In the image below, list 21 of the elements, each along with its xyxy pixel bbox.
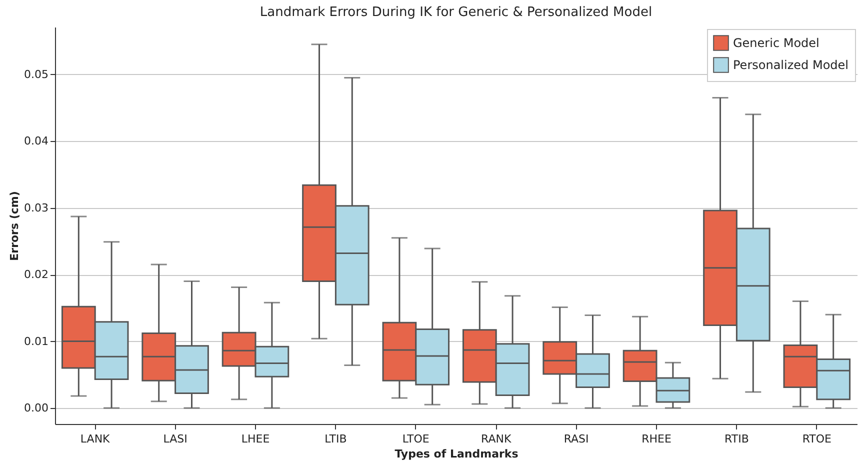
- y-tick-label: 0.05: [24, 68, 48, 81]
- legend-label: Generic Model: [733, 36, 820, 50]
- y-tick-label: 0.04: [24, 134, 48, 148]
- x-tick-label: LTOE: [402, 432, 430, 446]
- x-tick-label: RTOE: [802, 432, 832, 446]
- x-axis-title: Types of Landmarks: [394, 448, 519, 460]
- legend-label: Personalized Model: [733, 58, 848, 72]
- y-axis-title: Errors (cm): [8, 191, 22, 261]
- y-tick-label: 0.01: [24, 334, 48, 348]
- x-tick-label: RTIB: [724, 432, 749, 446]
- chart-title: Landmark Errors During IK for Generic & Personalized Model: [260, 5, 652, 20]
- x-tick-label: RANK: [481, 432, 512, 446]
- y-tick-label: 0.02: [24, 268, 48, 282]
- x-tick-label: LASI: [163, 432, 188, 446]
- x-tick-label: LANK: [80, 432, 111, 446]
- y-tick-label: 0.00: [24, 401, 48, 414]
- x-tick-label: RHEE: [642, 432, 672, 446]
- y-tick-label: 0.03: [24, 201, 48, 214]
- x-tick-label: LHEE: [241, 432, 270, 446]
- x-tick-label: RASI: [564, 432, 589, 446]
- x-tick-label: LTIB: [324, 432, 347, 446]
